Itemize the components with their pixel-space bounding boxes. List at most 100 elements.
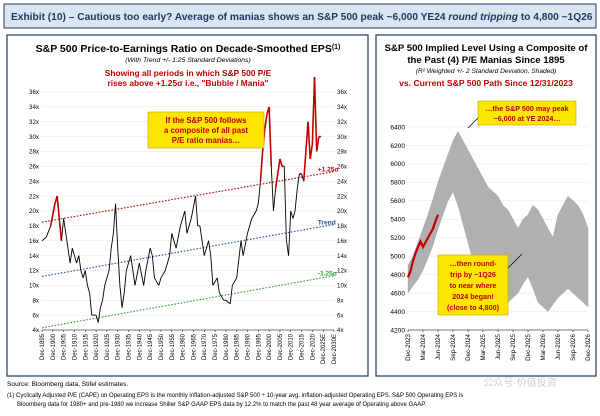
left-pe-segment: [119, 285, 123, 308]
left-pe-segment: [315, 136, 320, 152]
left-pe-segment: [190, 196, 197, 219]
left-pe-segment: [108, 248, 112, 271]
left-pe-segment: [259, 151, 264, 182]
left-y-tick-label-right: 18x: [337, 223, 348, 230]
left-y-tick-label-right: 28x: [337, 149, 348, 156]
left-pe-segment: [274, 173, 279, 189]
right-bottom-callout-pointer: [507, 253, 523, 269]
right-x-tick-label: Dec-2026: [585, 333, 592, 360]
left-y-tick-label: 30x: [29, 134, 40, 141]
left-pe-segment: [123, 270, 127, 293]
left-pe-segment: [65, 233, 71, 264]
left-pe-segment: [292, 210, 296, 219]
right-x-tick-label: Dec-2024: [465, 333, 472, 360]
left-x-tick-label: Dec-2000: [267, 333, 273, 360]
left-y-tick-label: 10x: [29, 283, 40, 290]
left-pe-segment: [263, 114, 268, 130]
right-bottom-callout-line-5: (close to 4,800): [447, 303, 500, 312]
left-pe-segment: [63, 218, 67, 234]
left-pe-segment: [212, 277, 218, 286]
right-x-tick-label: Sep-2025: [510, 333, 517, 360]
left-pe-segment: [86, 285, 91, 293]
left-pe-segment: [134, 262, 140, 286]
right-x-tick-label: Dec-2023: [405, 333, 412, 360]
left-y-tick-label-right: 30x: [337, 134, 348, 141]
left-x-tick-label: Dec-1935: [127, 333, 133, 360]
left-pe-segment: [247, 218, 253, 234]
left-pe-segment: [199, 225, 205, 256]
right-x-tick-label: Mar-2024: [420, 333, 427, 360]
footer-note-2: Bloomberg data for 1980+ and pre-1980 we…: [17, 402, 426, 408]
left-pe-segment: [270, 166, 274, 212]
left-y-tick-label-right: 34x: [337, 104, 348, 111]
left-pe-segment: [84, 270, 88, 286]
left-pe-segment: [240, 240, 244, 256]
left-y-tick-label-right: 4x: [337, 327, 344, 334]
left-band-line: [41, 275, 335, 329]
left-pe-segment: [49, 203, 56, 227]
left-pe-segment: [160, 270, 166, 279]
right-top-callout-line-2: ~6,000 at YE 2024…: [493, 114, 560, 123]
left-pe-segment: [80, 270, 84, 279]
left-callout-line-2: a composite of all past: [164, 126, 248, 135]
left-y-tick-label-right: 14x: [337, 253, 348, 260]
right-x-tick-label: Sep-2026: [570, 333, 577, 360]
red-annotation-line-1: Showing all periods in which S&P 500 P/E: [105, 68, 272, 78]
left-pe-segment: [169, 233, 173, 256]
left-pe-segment: [78, 255, 82, 271]
left-pe-segment: [149, 248, 153, 256]
left-pe-segment: [208, 240, 212, 256]
right-top-callout-line-1: …the S&P 500 may peak: [485, 104, 568, 113]
left-band-label: -1.25σ: [318, 271, 338, 278]
right-chart-subtitle-2: vs. Current S&P 500 Path Since 12/31/202…: [399, 78, 573, 88]
left-pe-segment: [117, 248, 121, 286]
left-pe-segment: [195, 196, 199, 226]
left-pe-segment: [290, 210, 294, 219]
left-band-line: [41, 223, 335, 277]
left-x-tick-label: Dec-2010: [289, 333, 295, 360]
right-y-tick-label: 4200: [390, 327, 405, 334]
left-x-tick-label: Dec-1980: [224, 333, 230, 360]
right-x-tick-label: Jun-2025: [495, 333, 502, 359]
left-pe-segment: [302, 151, 307, 182]
left-y-tick-label: 36x: [29, 89, 40, 96]
left-x-tick-label: Dec-1975: [213, 333, 219, 360]
left-callout-box: [147, 111, 265, 149]
right-y-tick-label: 5800: [390, 180, 405, 187]
right-y-tick-label: 4400: [390, 309, 405, 316]
right-chart-subtitle: (R² Weighted +/- 2 Standard Deviation, S…: [416, 68, 556, 75]
left-pe-segment: [225, 299, 231, 305]
left-pe-segment: [251, 210, 257, 219]
left-y-tick-label-right: 10x: [337, 283, 348, 290]
right-top-callout-pointer: [467, 117, 479, 129]
left-pe-segment: [186, 218, 192, 234]
left-y-tick-label: 18x: [29, 223, 40, 230]
left-pe-segment: [74, 255, 78, 264]
footer-source: Source: Bloomberg data, Stifel estimates…: [7, 381, 128, 388]
left-pe-segment: [175, 225, 181, 249]
left-pe-segment: [115, 203, 119, 249]
left-pe-segment: [294, 188, 298, 212]
left-pe-segment: [216, 277, 220, 293]
left-x-tick-label: Dec-1965: [191, 333, 197, 360]
left-x-tick-label: Dec-1895: [40, 333, 46, 360]
left-x-tick-label: Dec-1945: [148, 333, 154, 360]
left-pe-segment: [145, 248, 151, 271]
left-pe-segment: [158, 277, 162, 286]
left-pe-segment: [257, 181, 261, 204]
left-x-tick-label: Dec-1950: [159, 333, 165, 360]
left-y-axis-left: 4x 6x 8x 10x 12x 14x 16x 18x 20x 22x 24x 26x 28x 30x 3…: [29, 89, 40, 334]
left-y-tick-label-right: 32x: [337, 119, 348, 126]
left-y-axis-right: 4x 6x 8x 10x 12x 14x 16x 18x 20x 22x 24x 26x 28x 30x 3…: [337, 89, 348, 334]
left-x-tick-label: Dec-1990: [245, 333, 251, 360]
right-y-tick-label: 6000: [390, 161, 405, 168]
left-callout-line-3: P/E ratio manias…: [172, 136, 240, 145]
left-pe-segment: [130, 255, 134, 271]
left-y-tick-label-right: 26x: [337, 164, 348, 171]
left-pe-segment: [95, 314, 99, 323]
right-y-tick-label: 5200: [390, 235, 405, 242]
left-pe-segment: [110, 233, 114, 249]
left-pe-segment: [309, 143, 314, 160]
right-y-tick-label: 5400: [390, 217, 405, 224]
left-series-group: +1.25σ Trend -1.25σ: [41, 77, 339, 329]
